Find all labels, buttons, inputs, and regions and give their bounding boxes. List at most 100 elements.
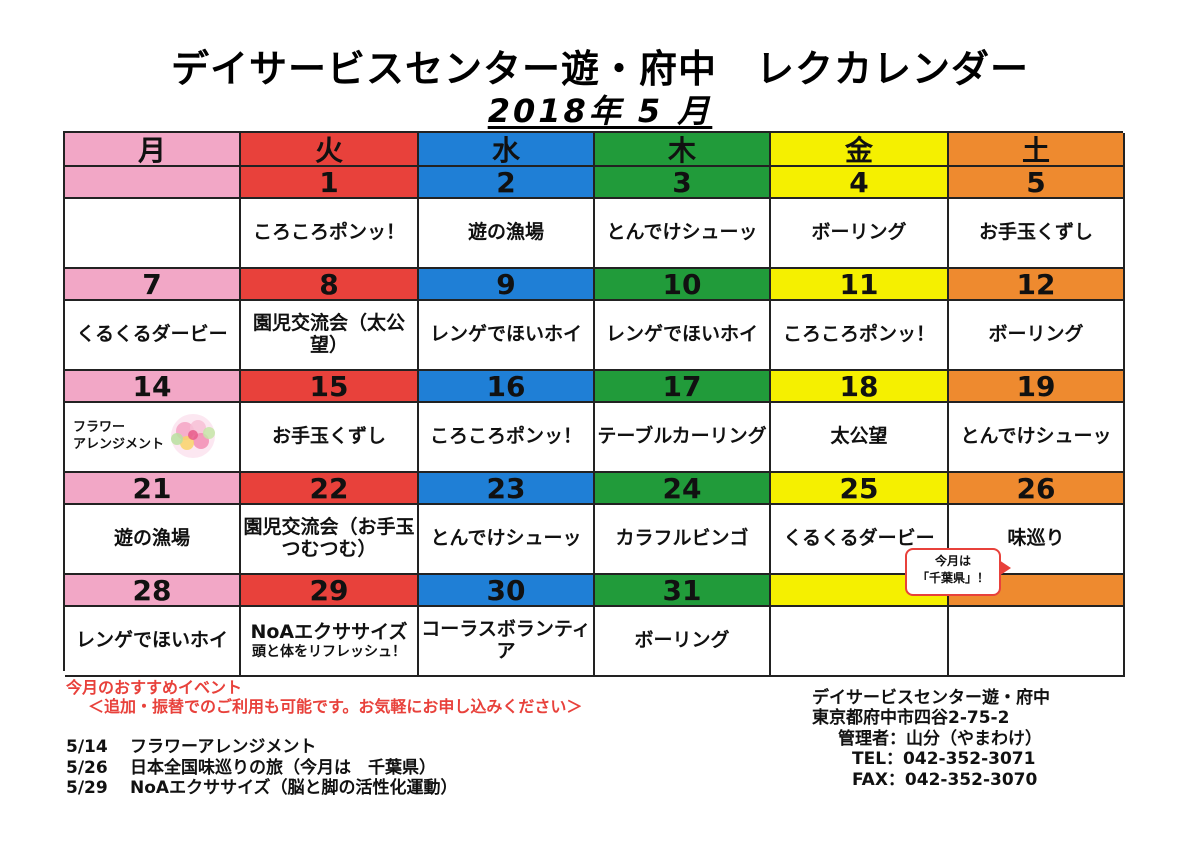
event-cell: お手玉くずし xyxy=(241,403,419,473)
event-name: ころころポンッ！ xyxy=(429,425,582,448)
event-cell: ボーリング xyxy=(595,607,771,677)
event-name: 園児交流会（太公望） xyxy=(252,312,405,356)
flower-bouquet-icon xyxy=(171,414,215,458)
event-cell: テーブルカーリング xyxy=(595,403,771,473)
recommend-text: NoAエクササイズ（脳と脚の活性化運動） xyxy=(130,778,458,799)
event-cell: 園児交流会（お手玉つむつむ） xyxy=(241,505,419,575)
date-cell: 15 xyxy=(241,371,419,403)
date-cell: 11 xyxy=(771,269,949,301)
event-cell: ころころポンッ！ xyxy=(419,403,595,473)
weekday-header-sat: 土 xyxy=(949,133,1125,167)
recommend-date: 5/14 xyxy=(66,737,108,757)
event-name: 味巡り xyxy=(1007,527,1065,550)
event-cell: ころころポンッ！ xyxy=(771,301,949,371)
event-cell xyxy=(65,199,241,269)
date-cell: 2 xyxy=(419,167,595,199)
event-name: ボーリング xyxy=(811,221,907,244)
flower-arrangement-label: フラワー アレンジメント xyxy=(73,420,164,454)
date-cell: 7 xyxy=(65,269,241,301)
event-name: レンゲでほいホイ xyxy=(605,323,758,346)
month-label: 2018年 5 月 xyxy=(487,92,713,130)
date-cell: 9 xyxy=(419,269,595,301)
weekday-header-tue: 火 xyxy=(241,133,419,167)
recommend-date: 5/26 xyxy=(66,757,108,778)
event-cell: ころころポンッ！ xyxy=(241,199,419,269)
event-name: 遊の漁場 xyxy=(113,527,190,550)
date-cell: 22 xyxy=(241,473,419,505)
event-cell: カラフルビンゴ xyxy=(595,505,771,575)
date-cell: 26 xyxy=(949,473,1125,505)
org-name: デイサービスセンター遊・府中 xyxy=(812,688,1050,708)
event-cell: フラワー アレンジメント xyxy=(65,403,241,473)
org-fax: FAX：042-352-3070 xyxy=(852,769,1038,790)
date-cell: 14 xyxy=(65,371,241,403)
date-cell: 24 xyxy=(595,473,771,505)
event-name: ころころポンッ！ xyxy=(252,221,405,244)
date-cell: 30 xyxy=(419,575,595,607)
org-address: 東京都府中市四谷2-75-2 xyxy=(812,708,1010,729)
date-cell: 23 xyxy=(419,473,595,505)
weekday-header-thu: 木 xyxy=(595,133,771,167)
date-cell: 18 xyxy=(771,371,949,403)
event-cell: NoAエクササイズ 頭と体をリフレッシュ！ xyxy=(241,607,419,677)
event-name: コーラスボランティア xyxy=(421,618,591,662)
event-name: テーブルカーリング xyxy=(597,425,767,448)
event-cell: とんでけシューッ xyxy=(595,199,771,269)
recommend-item: 5/29 NoAエクササイズ（脳と脚の活性化運動） xyxy=(66,778,458,799)
date-cell: 21 xyxy=(65,473,241,505)
event-name: カラフルビンゴ xyxy=(615,527,749,550)
weekday-header-wed: 水 xyxy=(419,133,595,167)
date-cell: 16 xyxy=(419,371,595,403)
date-cell: 29 xyxy=(241,575,419,607)
recommend-text: フラワーアレンジメント xyxy=(130,737,317,757)
callout-bubble: 今月は 「千葉県」！ xyxy=(905,548,1001,596)
event-name: くるくるダービー xyxy=(783,527,935,550)
event-cell: 遊の漁場 xyxy=(65,505,241,575)
recommend-heading: 今月のおすすめイベント xyxy=(66,678,243,697)
event-name: お手玉くずし xyxy=(978,221,1093,244)
date-cell: 10 xyxy=(595,269,771,301)
date-cell: 17 xyxy=(595,371,771,403)
event-cell: レンゲでほいホイ xyxy=(419,301,595,371)
recommend-list: 5/14 フラワーアレンジメント 5/26 日本全国味巡りの旅（今月は 千葉県） 5… xyxy=(66,737,458,799)
event-cell: ボーリング xyxy=(771,199,949,269)
flower-label-line: アレンジメント xyxy=(73,437,165,452)
event-cell: コーラスボランティア xyxy=(419,607,595,677)
date-cell: 28 xyxy=(65,575,241,607)
event-cell xyxy=(949,607,1125,677)
event-cell: くるくるダービー xyxy=(65,301,241,371)
calendar-grid: 月火水木金土 1 2 3 4 5 ころころポンッ！ 遊の漁場 とんでけシューッ ボーリング お手玉く… xyxy=(63,131,1125,677)
date-cell: 8 xyxy=(241,269,419,301)
recommend-note: ＜追加・振替でのご利用も可能です。お気軽にお申し込みください＞ xyxy=(88,697,583,716)
event-name: 遊の漁場 xyxy=(467,221,544,244)
event-name: とんでけシューッ xyxy=(606,221,758,244)
event-name: くるくるダービー xyxy=(76,323,228,346)
org-manager: 管理者：山分（やまわけ） xyxy=(838,728,1042,749)
event-cell: とんでけシューッ xyxy=(949,403,1125,473)
date-cell: 5 xyxy=(949,167,1125,199)
event-name: レンゲでほいホイ xyxy=(429,323,582,346)
date-cell: 31 xyxy=(595,575,771,607)
callout-line-2: 「千葉県」！ xyxy=(916,571,989,586)
recommend-item: 5/26 日本全国味巡りの旅（今月は 千葉県） xyxy=(66,758,458,779)
org-tel: TEL：042-352-3071 xyxy=(852,749,1036,770)
date-cell: 19 xyxy=(949,371,1125,403)
event-cell: レンゲでほいホイ xyxy=(595,301,771,371)
callout-tail-icon xyxy=(999,560,1011,576)
event-name: NoAエクササイズ xyxy=(250,621,408,644)
date-cell: 1 xyxy=(241,167,419,199)
event-cell: ボーリング xyxy=(949,301,1125,371)
date-cell: 12 xyxy=(949,269,1125,301)
event-cell: 園児交流会（太公望） xyxy=(241,301,419,371)
event-name: 園児交流会（お手玉つむつむ） xyxy=(243,516,415,560)
recommend-text: 日本全国味巡りの旅（今月は 千葉県） xyxy=(130,757,436,778)
page-title: デイサービスセンター遊・府中 レクカレンダー xyxy=(170,47,1029,91)
event-cell: レンゲでほいホイ xyxy=(65,607,241,677)
event-subtitle: 頭と体をリフレッシュ！ xyxy=(252,643,406,660)
date-cell: 4 xyxy=(771,167,949,199)
month-heading: 2018年 5 月 xyxy=(0,86,1200,132)
organization-info: デイサービスセンター遊・府中 東京都府中市四谷2-75-2 管理者：山分（やまわ… xyxy=(812,688,1050,790)
event-cell: 遊の漁場 xyxy=(419,199,595,269)
event-name: とんでけシューッ xyxy=(430,527,582,550)
event-cell: とんでけシューッ xyxy=(419,505,595,575)
